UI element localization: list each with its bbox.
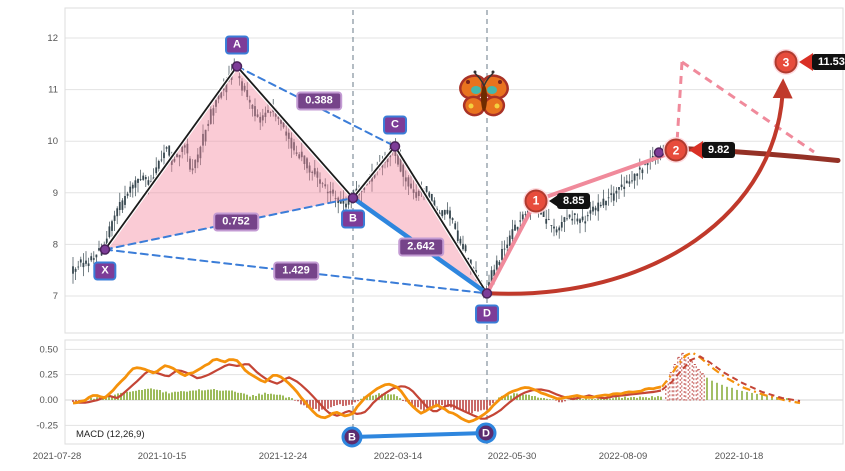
date-axis-tick: 2022-05-30 (488, 451, 537, 462)
macd-indicator-label: MACD (12,26,9) (76, 429, 145, 440)
price-tag-1: 8.85 (549, 192, 591, 210)
pattern-point-label-b[interactable]: B (341, 209, 365, 229)
date-axis-tick: 2021-12-24 (259, 451, 308, 462)
fib-ratio-label-xd[interactable]: 1.429 (273, 261, 319, 281)
fib-ratio-label-xb[interactable]: 0.752 (213, 212, 259, 232)
macd-axis-tick: 0.25 (40, 370, 59, 381)
price-axis-tick: 8 (53, 239, 58, 250)
pattern-point-dots (99, 61, 665, 299)
fib-ratio-label-bd[interactable]: 2.642 (398, 237, 444, 257)
price-axis-tick: 10 (47, 136, 58, 147)
fib-ratio-label-ac[interactable]: 0.388 (296, 91, 342, 111)
left-arrow-icon (799, 53, 813, 72)
macd-axis-tick: 0.50 (40, 344, 59, 355)
price-axis-tick: 7 (53, 291, 58, 302)
macd-axis-tick: -0.25 (36, 420, 58, 431)
price-tag-2: 9.82 (689, 141, 736, 160)
forecast-lines (485, 60, 841, 296)
price-tag-3: 11.53 (799, 53, 845, 72)
macd-histogram (72, 352, 788, 414)
price-tag-value: 9.82 (702, 142, 736, 159)
macd-axis-tick: 0.00 (40, 395, 59, 406)
left-arrow-icon (549, 194, 558, 207)
price-axis-tick: 11 (48, 85, 58, 96)
price-axis-tick: 12 (47, 33, 58, 44)
butterfly-icon (455, 68, 513, 129)
pattern-point-label-d[interactable]: D (475, 304, 499, 324)
macd-marker-b[interactable]: B (341, 426, 363, 448)
price-tag-value: 8.85 (557, 192, 591, 209)
left-arrow-icon (689, 141, 703, 160)
pattern-point-label-c[interactable]: C (383, 115, 407, 135)
date-axis-tick: 2022-08-09 (599, 451, 648, 462)
date-axis-tick: 2021-07-28 (33, 451, 82, 462)
forecast-point-1[interactable]: 1 (524, 189, 548, 213)
pattern-point-label-x[interactable]: X (93, 261, 117, 281)
price-axis-tick: 9 (53, 188, 58, 199)
forecast-point-2[interactable]: 2 (664, 138, 688, 162)
macd-lines (72, 351, 801, 439)
forecast-point-3[interactable]: 3 (774, 50, 798, 74)
pattern-point-label-a[interactable]: A (225, 35, 249, 55)
date-axis-tick: 2021-10-15 (138, 451, 187, 462)
date-axis-tick: 2022-03-14 (374, 451, 423, 462)
macd-marker-d[interactable]: D (475, 422, 497, 444)
price-tag-value: 11.53 (812, 54, 845, 71)
date-axis-tick: 2022-10-18 (715, 451, 764, 462)
